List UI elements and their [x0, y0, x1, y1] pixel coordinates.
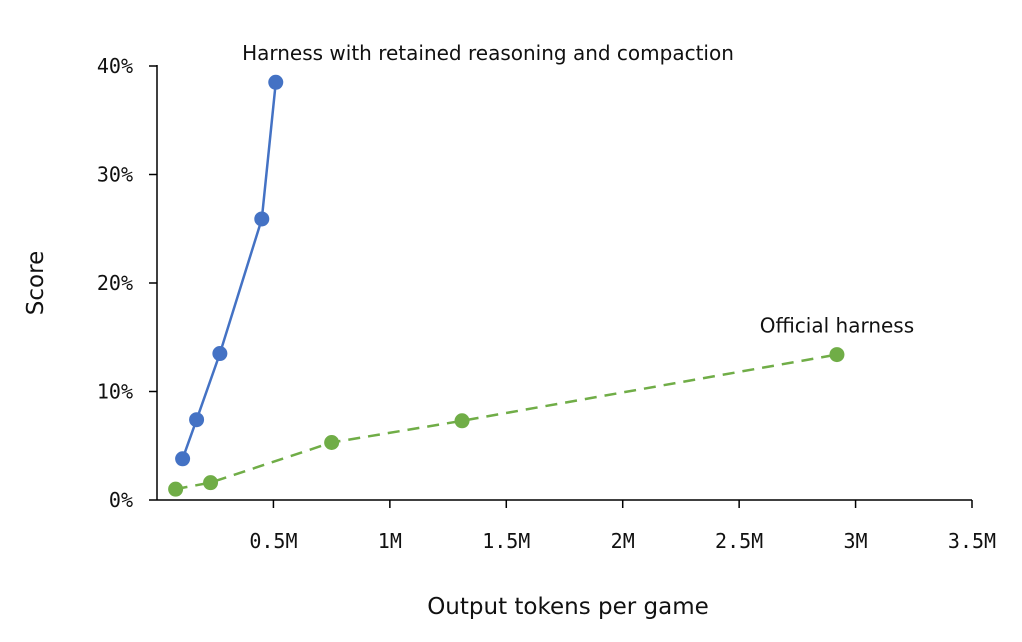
series-line-2	[175, 353, 838, 491]
data-point-series-1	[254, 211, 270, 227]
data-point-series-1	[175, 451, 191, 467]
x-tick-label: 2.5M	[715, 529, 763, 553]
series-label-official-harness: Official harness	[760, 314, 914, 338]
x-tick-label: 1M	[378, 529, 402, 553]
data-point-series-2	[168, 481, 184, 497]
y-tick-label: 40%	[97, 54, 133, 78]
series-line-1	[181, 82, 278, 460]
tick-labels: 0% 10% 20% 30% 40% 0.5M 1M 1.5M 2M 2.5M 3M 3.5M	[97, 54, 996, 553]
y-tick-label: 10%	[97, 380, 133, 404]
y-axis-title: Score	[23, 251, 49, 315]
data-point-series-2	[829, 347, 845, 363]
x-tick-label: 3.5M	[948, 529, 996, 553]
y-tick-label: 0%	[109, 488, 133, 512]
series-labels: Harness with retained reasoning and comp…	[242, 41, 914, 338]
x-tick-label: 2M	[611, 529, 635, 553]
x-tick-label: 0.5M	[249, 529, 297, 553]
series-label-retained-reasoning: Harness with retained reasoning and comp…	[242, 41, 734, 65]
data-point-series-2	[324, 434, 340, 450]
data-point-series-1	[268, 74, 284, 90]
data-point-series-2	[454, 413, 470, 429]
data-point-series-1	[212, 346, 228, 362]
axes	[149, 65, 973, 508]
x-axis-title: Output tokens per game	[427, 594, 709, 620]
series	[168, 74, 845, 497]
data-point-series-1	[189, 412, 205, 428]
y-tick-label: 30%	[97, 163, 133, 187]
x-tick-label: 1.5M	[482, 529, 530, 553]
data-point-series-2	[203, 475, 219, 491]
y-tick-label: 20%	[97, 271, 133, 295]
x-tick-label: 3M	[844, 529, 868, 553]
